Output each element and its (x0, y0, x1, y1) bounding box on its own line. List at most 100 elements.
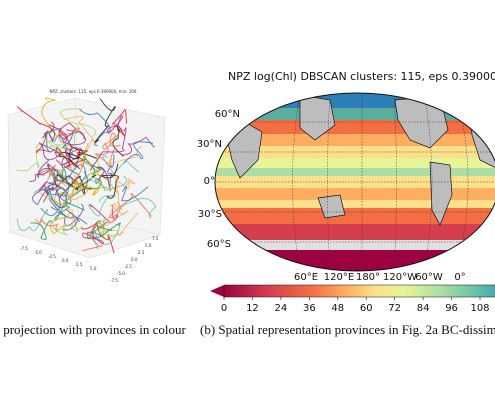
longitude-label: 120°W (383, 272, 417, 283)
longitude-label: 120°E (324, 272, 354, 283)
y-tick-label: -5.0 (117, 271, 125, 276)
y-tick-label: -2.5 (124, 264, 132, 269)
cluster-trace (16, 208, 48, 232)
colorbar-tick-label: 84 (417, 303, 430, 314)
cluster-trace (102, 129, 122, 150)
x-tick-label: -7.5 (20, 246, 28, 251)
cluster-trace (82, 226, 104, 245)
latitude-label: 30°N (197, 139, 222, 150)
cluster-trace (35, 190, 74, 227)
latitude-label: 0° (204, 176, 215, 187)
map-panel: NPZ log(Chl) DBSCAN clusters: 115, eps 0… (197, 70, 495, 337)
longitude-label: 60°W (415, 272, 443, 283)
map-title: NPZ log(Chl) DBSCAN clusters: 115, eps 0… (228, 70, 495, 83)
colorbar-extend (210, 285, 224, 297)
cluster-trace (54, 174, 97, 191)
cluster-trace (49, 170, 88, 203)
cluster-trace (78, 155, 102, 175)
colorbar (223, 284, 495, 298)
y-tick-label: 5.0 (145, 243, 152, 248)
colorbar-tick-label: 36 (303, 303, 316, 314)
cluster-trace (81, 222, 115, 254)
longitude-label: 60°E (294, 272, 318, 283)
cluster-trace (52, 221, 82, 236)
cluster-trace (107, 115, 124, 135)
cluster-trace (55, 145, 86, 168)
latitude-label: 60°N (215, 109, 240, 120)
cluster-trace (109, 193, 152, 219)
globe-outline (214, 92, 495, 272)
cluster-trace (80, 142, 101, 182)
cluster-trace (102, 204, 129, 228)
colorbar-tick-label: 48 (331, 303, 344, 314)
cluster-trace (98, 212, 139, 236)
y-tick-label: 7.5 (152, 236, 159, 241)
cluster-trace (38, 142, 61, 161)
cluster-trace (58, 151, 81, 170)
cluster-trace (86, 222, 121, 240)
colorbar-tick-label: 12 (246, 303, 259, 314)
cluster-trace (16, 143, 47, 172)
cluster-trace (48, 169, 75, 201)
cluster-trace (89, 127, 127, 171)
cluster-trace (89, 175, 128, 192)
cluster-trace (107, 154, 115, 192)
cluster-trace (122, 136, 155, 156)
globe (215, 93, 495, 271)
cluster-trace (107, 175, 120, 224)
caption: E projection with provinces in colour (0, 322, 187, 337)
cluster-trace (48, 169, 59, 183)
cluster-trace (68, 164, 87, 192)
plot-title: NPZ, clusters: 115, eps 0.390000, min: 1… (50, 89, 137, 94)
cluster-trace (96, 166, 110, 188)
cluster-trace (47, 184, 70, 208)
cluster-trace (60, 108, 97, 138)
colorbar-tick-label: 60 (360, 303, 373, 314)
colorbar-tick-label: 0 (221, 303, 227, 314)
colorbar-tick-label: 72 (388, 303, 401, 314)
cluster-trace (110, 173, 136, 190)
cluster-trace (107, 146, 143, 165)
x-tick-label: -2.5 (48, 254, 56, 259)
y-tick-label: 0.0 (131, 257, 138, 262)
x-tick-label: 5.0 (90, 266, 97, 271)
cluster-trace (34, 217, 59, 231)
cluster-trace (120, 185, 149, 202)
cluster-trace (16, 106, 56, 142)
x-tick-label: -5.0 (34, 250, 42, 255)
x-tick-label: 0.0 (62, 258, 69, 263)
cluster-trace (112, 109, 127, 137)
cluster-trace (44, 138, 67, 154)
longitude-label: 180° (356, 272, 380, 283)
latitude-label: 30°S (198, 209, 222, 220)
colorbar-tick-label: 24 (275, 303, 288, 314)
latitude-label: 60°S (207, 239, 231, 250)
y-tick-label: -7.5 (110, 278, 118, 283)
cluster-trace (95, 142, 115, 169)
cluster-trace (36, 121, 55, 154)
cluster-trace (61, 209, 80, 231)
colorbar-tick-label: 108 (470, 303, 489, 314)
cluster-trace (30, 220, 52, 241)
cluster-trace (102, 155, 140, 179)
x-tick-label: 2.5 (76, 262, 83, 267)
cluster-trace (94, 98, 116, 143)
cluster-trace (91, 174, 119, 195)
cluster-trace (123, 141, 154, 164)
cluster-trace (32, 186, 61, 211)
cluster-trace (87, 194, 117, 217)
y-tick-label: 2.5 (138, 250, 145, 255)
scatter-3d: NPZ, clusters: 115, eps 0.390000, min: 1… (0, 89, 187, 337)
cluster-trace (53, 168, 76, 187)
cluster-trace (81, 222, 105, 252)
cluster-trace (62, 131, 79, 175)
longitude-label: 0° (454, 272, 465, 283)
cluster-trace (43, 188, 68, 209)
cluster-trace (40, 207, 88, 225)
cluster-trace (71, 180, 89, 201)
cluster-trace (48, 124, 87, 146)
colorbar-tick-label: 96 (445, 303, 458, 314)
cluster-trace (59, 124, 81, 160)
